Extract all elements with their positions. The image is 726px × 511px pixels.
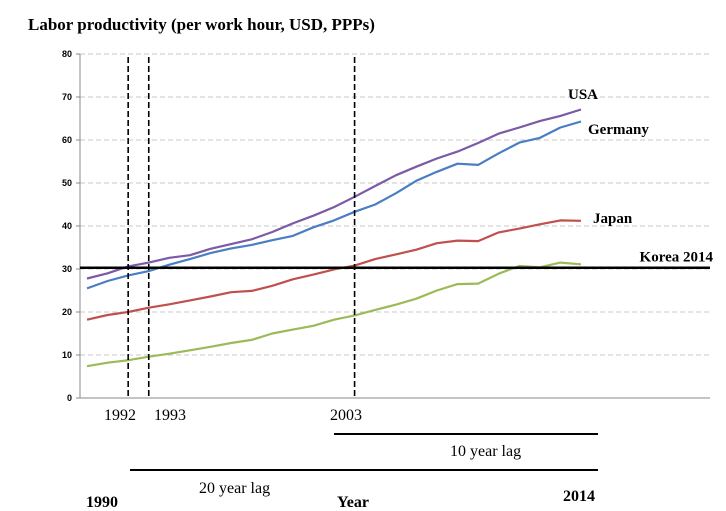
lag-annotations: 10 year lag 20 year lag — [130, 433, 598, 497]
y-tick-label: 30 — [62, 264, 72, 274]
series-label-germany: Germany — [588, 122, 649, 138]
reference-line-label: Korea 2014 — [640, 250, 714, 266]
bottom-label-end: 2014 — [563, 488, 595, 505]
bottom-label-start: 1990 — [86, 494, 118, 511]
x-axis-label: Year — [337, 494, 369, 511]
lag-label-2: 20 year lag — [199, 480, 270, 497]
marker-label-2003: 2003 — [330, 407, 362, 424]
series-line-series-4 — [86, 261, 582, 368]
grid — [80, 53, 710, 356]
series-line-japan — [86, 219, 582, 321]
marker-label-1992: 1992 — [104, 407, 136, 424]
series-label-usa: USA — [568, 87, 598, 103]
y-tick-label: 50 — [62, 178, 72, 188]
y-axis: 0 10 20 30 40 50 60 70 80 — [62, 49, 710, 403]
y-tick-label: 70 — [62, 92, 72, 102]
series-line-germany — [86, 120, 582, 290]
y-tick-label: 80 — [62, 49, 72, 59]
marker-label-1993: 1993 — [154, 407, 186, 424]
chart-title: Labor productivity (per work hour, USD, … — [28, 15, 375, 34]
y-tick-label: 0 — [67, 393, 72, 403]
reference-line-group: Korea 2014 — [80, 250, 714, 269]
lag-label-1: 10 year lag — [450, 443, 521, 460]
series-label-japan: Japan — [593, 211, 633, 227]
y-tick-label: 20 — [62, 307, 72, 317]
y-tick-label: 10 — [62, 350, 72, 360]
year-markers: 1992 1993 2003 — [104, 57, 362, 424]
series-line-usa — [86, 108, 582, 280]
series-labels: USA Germany Japan — [568, 87, 649, 227]
series-lines — [86, 108, 582, 368]
y-tick-label: 40 — [62, 221, 72, 231]
y-tick-label: 60 — [62, 135, 72, 145]
